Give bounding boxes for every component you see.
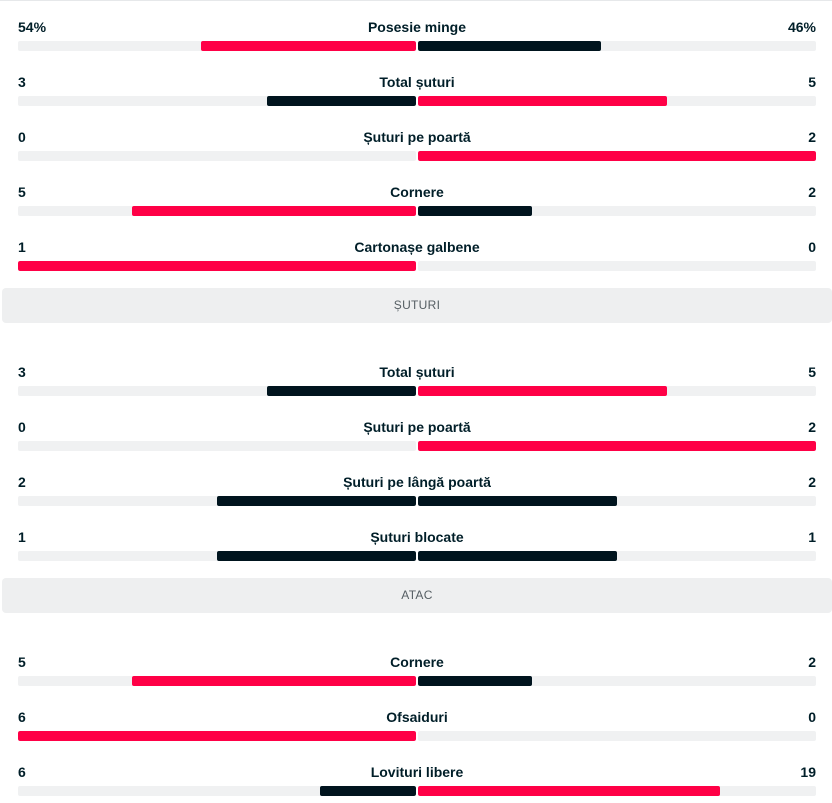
stat-label: Cornere — [390, 654, 444, 670]
away-value: 0 — [808, 239, 816, 255]
away-bar-track — [418, 551, 816, 561]
home-bar-track — [18, 151, 416, 161]
away-bar-fill — [418, 786, 720, 796]
away-bar-track — [418, 731, 816, 741]
away-value: 5 — [808, 364, 816, 380]
top-divider — [0, 0, 832, 1]
home-bar-fill — [320, 786, 416, 796]
away-bar-fill — [418, 551, 617, 561]
away-value: 2 — [808, 654, 816, 670]
stat-row: Total șuturi 3 5 — [18, 363, 816, 403]
away-bar-track — [418, 676, 816, 686]
home-bar-track — [18, 261, 416, 271]
away-value: 5 — [808, 74, 816, 90]
home-value: 54% — [18, 19, 47, 35]
away-value: 0 — [808, 709, 816, 725]
stat-row: Lovituri libere 6 19 — [18, 763, 816, 803]
away-value: 2 — [808, 419, 816, 435]
stat-row: Cornere 5 2 — [18, 653, 816, 693]
home-bar-fill — [18, 261, 416, 271]
section-header-1: ATAC — [2, 578, 832, 613]
stat-label: Șuturi pe poartă — [363, 419, 471, 435]
stat-row: Șuturi pe poartă 0 2 — [18, 418, 816, 458]
away-bar-fill — [418, 41, 601, 51]
away-bar-track — [418, 496, 816, 506]
away-bar-track — [418, 441, 816, 451]
stat-label: Posesie minge — [367, 19, 467, 35]
stat-label: Șuturi pe poartă — [363, 129, 471, 145]
stat-row: Cartonașe galbene 1 0 — [18, 238, 816, 278]
away-bar-fill — [418, 96, 667, 106]
stat-label: Cornere — [390, 184, 444, 200]
stat-label: Total șuturi — [379, 74, 455, 90]
stat-row: Șuturi pe poartă 0 2 — [18, 128, 816, 168]
stat-label: Șuturi blocate — [370, 529, 464, 545]
home-value: 5 — [18, 654, 26, 670]
away-bar-track — [418, 96, 816, 106]
away-bar-fill — [418, 386, 667, 396]
away-bar-track — [418, 261, 816, 271]
stat-label: Total șuturi — [379, 364, 455, 380]
home-value: 3 — [18, 74, 26, 90]
home-bar-track — [18, 386, 416, 396]
home-bar-track — [18, 441, 416, 451]
stat-row: Total șuturi 3 5 — [18, 73, 816, 113]
stat-row: Posesie minge 54% 46% — [18, 18, 816, 58]
home-bar-fill — [132, 206, 416, 216]
away-value: 19 — [800, 764, 816, 780]
home-bar-track — [18, 676, 416, 686]
home-bar-track — [18, 786, 416, 796]
home-value: 0 — [18, 419, 26, 435]
stat-label: Șuturi pe lângă poartă — [343, 474, 491, 490]
home-bar-track — [18, 731, 416, 741]
away-bar-fill — [418, 441, 816, 451]
away-value: 2 — [808, 474, 816, 490]
home-bar-track — [18, 496, 416, 506]
stat-row: Șuturi pe lângă poartă 2 2 — [18, 473, 816, 513]
stat-label: Lovituri libere — [370, 764, 464, 780]
home-bar-fill — [217, 551, 416, 561]
home-value: 1 — [18, 529, 26, 545]
home-bar-track — [18, 96, 416, 106]
away-bar-fill — [418, 206, 532, 216]
home-bar-fill — [267, 96, 416, 106]
away-bar-track — [418, 151, 816, 161]
stat-row: Șuturi blocate 1 1 — [18, 528, 816, 568]
stat-label: Cartonașe galbene — [354, 239, 480, 255]
home-value: 0 — [18, 129, 26, 145]
home-bar-fill — [267, 386, 416, 396]
stat-label: Ofsaiduri — [386, 709, 448, 725]
home-value: 6 — [18, 764, 26, 780]
home-bar-fill — [201, 41, 416, 51]
home-bar-fill — [18, 731, 416, 741]
away-bar-fill — [418, 151, 816, 161]
away-bar-fill — [418, 496, 617, 506]
home-value: 1 — [18, 239, 26, 255]
away-bar-track — [418, 41, 816, 51]
home-bar-fill — [132, 676, 416, 686]
home-value: 2 — [18, 474, 26, 490]
home-bar-track — [18, 551, 416, 561]
home-bar-track — [18, 41, 416, 51]
stat-row: Ofsaiduri 6 0 — [18, 708, 816, 748]
stat-row: Cornere 5 2 — [18, 183, 816, 223]
away-bar-track — [418, 386, 816, 396]
away-bar-track — [418, 206, 816, 216]
away-value: 46% — [787, 19, 816, 35]
home-value: 6 — [18, 709, 26, 725]
away-value: 1 — [808, 529, 816, 545]
home-value: 5 — [18, 184, 26, 200]
home-bar-track — [18, 206, 416, 216]
section-header-0: ȘUTURI — [2, 288, 832, 323]
away-value: 2 — [808, 184, 816, 200]
away-value: 2 — [808, 129, 816, 145]
away-bar-fill — [418, 676, 532, 686]
home-bar-fill — [217, 496, 416, 506]
away-bar-track — [418, 786, 816, 796]
home-value: 3 — [18, 364, 26, 380]
